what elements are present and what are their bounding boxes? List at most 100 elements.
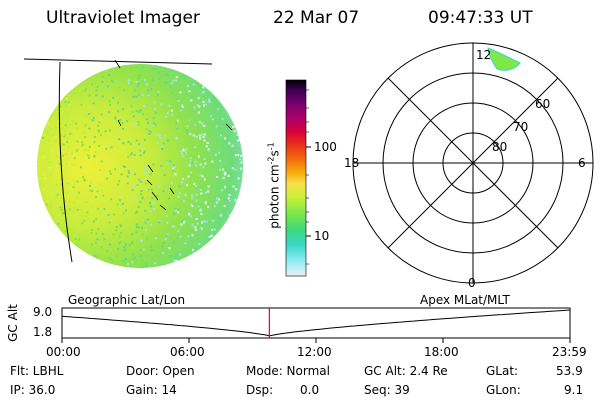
earth-speckle [135, 223, 138, 226]
earth-speckle [64, 104, 67, 107]
earth-speckle [84, 148, 87, 151]
earth-speckle [108, 74, 111, 77]
earth-speckle [230, 229, 233, 232]
earth-speckle [97, 105, 100, 108]
earth-speckle [183, 76, 186, 79]
earth-speckle [203, 220, 206, 223]
earth-speckle [191, 234, 194, 237]
earth-speckle [189, 215, 192, 218]
earth-speckle [44, 71, 47, 74]
earth-speckle [82, 143, 85, 146]
earth-speckle [176, 137, 179, 140]
earth-speckle [54, 106, 57, 109]
earth-speckle [155, 237, 158, 240]
earth-speckle [48, 166, 51, 169]
earth-speckle [50, 128, 53, 131]
earth-speckle [129, 142, 132, 145]
earth-speckle [64, 124, 67, 127]
polar-plot [352, 42, 594, 284]
earth-speckle [90, 181, 93, 184]
earth-speckle [86, 211, 89, 214]
earth-speckle [117, 247, 120, 250]
earth-speckle [136, 77, 139, 80]
earth-speckle [142, 105, 145, 108]
earth-speckle [64, 133, 67, 136]
earth-speckle [82, 88, 85, 91]
earth-speckle [202, 166, 205, 169]
earth-speckle [239, 117, 242, 120]
earth-speckle [75, 149, 78, 152]
earth-speckle [57, 242, 60, 245]
earth-speckle [40, 101, 43, 104]
earth-speckle [131, 233, 134, 236]
earth-speckle [128, 171, 131, 174]
earth-speckle [88, 127, 91, 130]
earth-speckle [43, 138, 46, 141]
earth-speckle [176, 119, 179, 122]
earth-speckle [158, 77, 161, 80]
earth-speckle [241, 198, 243, 201]
earth-speckle [173, 165, 176, 168]
earth-speckle [154, 123, 157, 126]
earth-speckle [63, 212, 66, 215]
earth-speckle [42, 188, 45, 191]
earth-speckle [181, 105, 184, 108]
earth-speckle [165, 215, 168, 218]
earth-speckle [180, 109, 183, 112]
date-label: 22 Mar 07 [273, 8, 360, 28]
earth-speckle [229, 237, 232, 240]
earth-speckle [54, 140, 57, 143]
earth-speckle [92, 64, 95, 67]
earth-speckle [211, 228, 214, 231]
earth-speckle [82, 176, 85, 179]
earth-speckle [161, 245, 164, 248]
earth-speckle [210, 258, 213, 261]
earth-speckle [194, 69, 197, 72]
earth-speckle [149, 131, 152, 134]
earth-speckle [202, 75, 205, 78]
earth-speckle [154, 250, 157, 253]
earth-speckle [48, 260, 51, 263]
earth-speckle [162, 190, 165, 193]
earth-speckle [161, 147, 164, 150]
earth-speckle [38, 218, 41, 221]
earth-speckle [221, 189, 224, 192]
earth-speckle [185, 151, 188, 154]
earth-speckle [59, 161, 62, 164]
earth-speckle [127, 140, 130, 143]
earth-speckle [164, 73, 167, 76]
apex-label: Apex MLat/MLT [420, 293, 510, 307]
earth-speckle [139, 254, 142, 257]
earth-speckle [100, 113, 103, 116]
earth-speckle [210, 234, 213, 237]
earth-speckle [234, 242, 237, 245]
earth-speckle [198, 111, 201, 114]
earth-speckle [206, 74, 209, 77]
earth-speckle [127, 82, 130, 85]
earth-speckle [231, 167, 234, 170]
earth-speckle [43, 176, 46, 179]
earth-speckle [144, 229, 147, 232]
earth-speckle [143, 79, 146, 82]
earth-speckle [144, 221, 147, 224]
earth-speckle [56, 260, 59, 263]
earth-speckle [41, 265, 44, 268]
earth-speckle [152, 122, 155, 125]
earth-speckle [205, 265, 208, 268]
earth-speckle [108, 100, 111, 103]
earth-speckle [154, 262, 157, 265]
earth-speckle [190, 161, 193, 164]
earth-speckle [148, 201, 151, 204]
earth-speckle [222, 85, 225, 88]
earth-speckle [127, 170, 130, 173]
earth-speckle [127, 79, 130, 82]
earth-speckle [88, 94, 91, 97]
earth-speckle [145, 237, 148, 240]
earth-speckle [241, 254, 243, 257]
earth-speckle [224, 172, 227, 175]
earth-speckle [172, 169, 175, 172]
earth-speckle [48, 116, 51, 119]
earth-speckle [130, 105, 133, 108]
earth-speckle [45, 203, 48, 206]
earth-speckle [239, 167, 242, 170]
